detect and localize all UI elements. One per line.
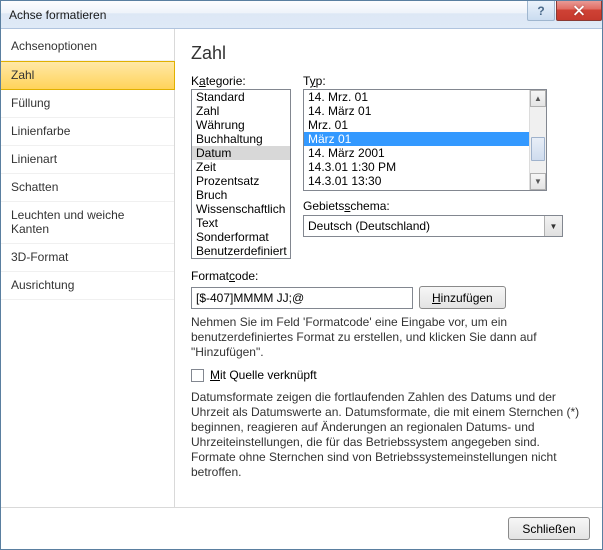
kategorie-option[interactable]: Wissenschaftlich: [192, 202, 290, 216]
scroll-thumb[interactable]: [531, 137, 545, 161]
typ-option[interactable]: 14.3.01 13:30: [304, 174, 546, 188]
kategorie-option[interactable]: Zahl: [192, 104, 290, 118]
sidebar-item-linienart[interactable]: Linienart: [1, 146, 174, 174]
gebietsschema-combo[interactable]: Deutsch (Deutschland) ▼: [303, 215, 563, 237]
gebietsschema-label: Gebietsschema:: [303, 199, 563, 213]
schliessen-button[interactable]: Schließen: [508, 517, 590, 540]
dialog-footer: Schließen: [1, 507, 602, 549]
typ-option[interactable]: 14. März 2001: [304, 146, 546, 160]
titlebar: Achse formatieren ?: [1, 1, 602, 29]
main-panel: Zahl Kategorie: Standard Zahl Währung Bu…: [175, 29, 602, 507]
sidebar-item-achsenoptionen[interactable]: Achsenoptionen: [1, 33, 174, 61]
sidebar-item-zahl[interactable]: Zahl: [1, 61, 175, 90]
typ-option[interactable]: März 01: [304, 132, 546, 146]
hinzufuegen-button[interactable]: Hinzufügen: [419, 286, 506, 309]
kategorie-option[interactable]: Zeit: [192, 160, 290, 174]
panel-heading: Zahl: [191, 43, 586, 64]
formatcode-row: [$-407]MMMM JJ;@ Hinzufügen: [191, 286, 586, 309]
sidebar-item-linienfarbe[interactable]: Linienfarbe: [1, 118, 174, 146]
help-icon: ?: [537, 4, 544, 18]
kategorie-option[interactable]: Bruch: [192, 188, 290, 202]
kategorie-option[interactable]: Währung: [192, 118, 290, 132]
mitquelle-checkbox[interactable]: [191, 369, 204, 382]
lists-row: Kategorie: Standard Zahl Währung Buchhal…: [191, 74, 586, 259]
formatcode-label: Formatcode:: [191, 269, 586, 283]
dialog-window: Achse formatieren ? Achsenoptionen Zahl …: [0, 0, 603, 550]
close-button[interactable]: [556, 1, 602, 21]
kategorie-option[interactable]: Sonderformat: [192, 230, 290, 244]
kategorie-label: Kategorie:: [191, 74, 291, 88]
typ-label: Typ:: [303, 74, 563, 88]
kategorie-option[interactable]: Benutzerdefiniert: [192, 244, 290, 258]
scroll-track[interactable]: [530, 107, 546, 173]
kategorie-option[interactable]: Datum: [192, 146, 290, 160]
mitquelle-row: Mit Quelle verknüpft: [191, 368, 586, 382]
mitquelle-label[interactable]: Mit Quelle verknüpft: [210, 368, 317, 382]
typ-scrollbar[interactable]: ▲ ▼: [529, 90, 546, 190]
sidebar-item-fuellung[interactable]: Füllung: [1, 90, 174, 118]
typ-option[interactable]: Mrz. 01: [304, 118, 546, 132]
close-icon: [573, 5, 585, 16]
sidebar-item-leuchten[interactable]: Leuchten und weiche Kanten: [1, 202, 174, 244]
description-text: Datumsformate zeigen die fortlaufenden Z…: [191, 390, 586, 480]
typ-wrap: 14. Mrz. 01 14. März 01 Mrz. 01 März 01 …: [303, 89, 547, 191]
help-button[interactable]: ?: [527, 1, 555, 21]
formatcode-input[interactable]: [$-407]MMMM JJ;@: [191, 287, 413, 309]
typ-option[interactable]: 14. Mrz. 01: [304, 90, 546, 104]
typ-gebiet-col: Typ: 14. Mrz. 01 14. März 01 Mrz. 01 Mär…: [303, 74, 563, 259]
window-buttons: ?: [527, 1, 602, 21]
formatcode-value: [$-407]MMMM JJ;@: [196, 291, 304, 305]
kategorie-option[interactable]: Prozentsatz: [192, 174, 290, 188]
kategorie-listbox[interactable]: Standard Zahl Währung Buchhaltung Datum …: [191, 89, 291, 259]
typ-listbox[interactable]: 14. Mrz. 01 14. März 01 Mrz. 01 März 01 …: [303, 89, 547, 191]
kategorie-option[interactable]: Text: [192, 216, 290, 230]
sidebar: Achsenoptionen Zahl Füllung Linienfarbe …: [1, 29, 175, 507]
gebietsschema-value: Deutsch (Deutschland): [304, 219, 544, 233]
kategorie-option[interactable]: Standard: [192, 90, 290, 104]
chevron-down-icon[interactable]: ▼: [544, 216, 562, 236]
kategorie-option[interactable]: Buchhaltung: [192, 132, 290, 146]
sidebar-item-schatten[interactable]: Schatten: [1, 174, 174, 202]
dialog-body: Achsenoptionen Zahl Füllung Linienfarbe …: [1, 29, 602, 507]
scroll-down-button[interactable]: ▼: [530, 173, 546, 190]
typ-option[interactable]: 14. März 01: [304, 104, 546, 118]
kategorie-col: Kategorie: Standard Zahl Währung Buchhal…: [191, 74, 291, 259]
sidebar-item-3d-format[interactable]: 3D-Format: [1, 244, 174, 272]
scroll-up-button[interactable]: ▲: [530, 90, 546, 107]
formatcode-hint: Nehmen Sie im Feld 'Formatcode' eine Ein…: [191, 315, 586, 360]
sidebar-item-ausrichtung[interactable]: Ausrichtung: [1, 272, 174, 300]
window-title: Achse formatieren: [9, 8, 106, 22]
typ-option[interactable]: 14.3.01 1:30 PM: [304, 160, 546, 174]
